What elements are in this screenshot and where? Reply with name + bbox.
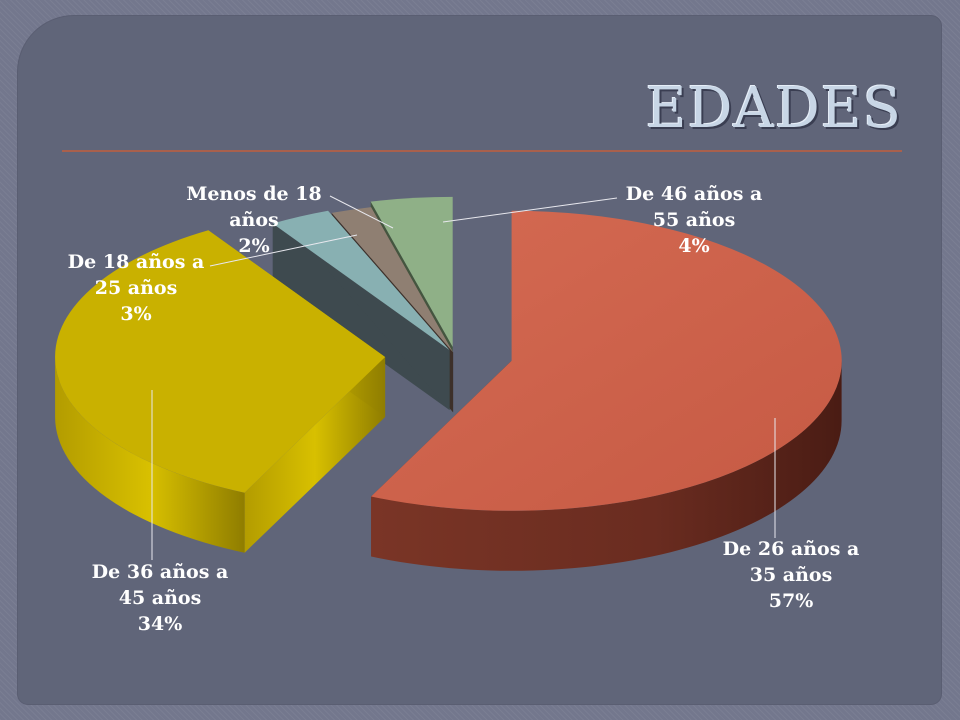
leader-line-de-18-anos-a-25-anos [209,234,358,267]
data-label-de-18-anos-a-25-anos-line-3: 3% [120,303,151,325]
data-label-de-26-anos-a-35-anos-line-3: 57% [769,590,814,612]
data-label-menos-de-18-anos: Menos de 18 años 2% [186,183,321,257]
data-label-de-26-anos-a-35-anos-line-2: 35 años [750,564,833,586]
leader-line-de-46-anos-a-55-anos [442,197,618,223]
data-label-de-18-anos-a-25-anos-line-2: 25 años [95,277,178,299]
data-label-menos-de-18-anos-line-2: años [229,209,279,231]
data-label-de-46-anos-a-55-anos-line-3: 4% [678,235,709,257]
data-label-de-26-anos-a-35-anos: De 26 años a 35 años 57% [723,538,860,612]
data-label-de-18-anos-a-25-anos-line-1: De 18 años a [68,251,205,273]
data-label-de-36-anos-a-45-anos-line-3: 34% [138,613,183,635]
slide-title: EDADES [645,76,902,141]
data-label-de-36-anos-a-45-anos-line-2: 45 años [119,587,202,609]
data-label-de-46-anos-a-55-anos-line-2: 55 años [653,209,736,231]
data-label-de-26-anos-a-35-anos-line-1: De 26 años a [723,538,860,560]
data-label-de-46-anos-a-55-anos: De 46 años a 55 años 4% [626,183,763,257]
data-label-menos-de-18-anos-line-3: 2% [238,235,269,257]
data-label-de-18-anos-a-25-anos: De 18 años a 25 años 3% [68,251,205,325]
leader-line-menos-de-18-anos [329,195,394,229]
data-label-menos-de-18-anos-line-1: Menos de 18 [186,183,321,205]
data-label-de-36-anos-a-45-anos-line-1: De 36 años a [92,561,229,583]
data-label-de-46-anos-a-55-anos-line-1: De 46 años a [626,183,763,205]
title-divider [62,150,902,152]
pie-slice-de-18-anos-a-25-anos [272,210,450,411]
data-label-de-36-anos-a-45-anos: De 36 años a 45 años 34% [92,561,229,635]
pie-slice-de-26-anos-a-35-anos [371,210,842,571]
pie-slice-de-36-anos-a-45-anos [55,230,386,553]
